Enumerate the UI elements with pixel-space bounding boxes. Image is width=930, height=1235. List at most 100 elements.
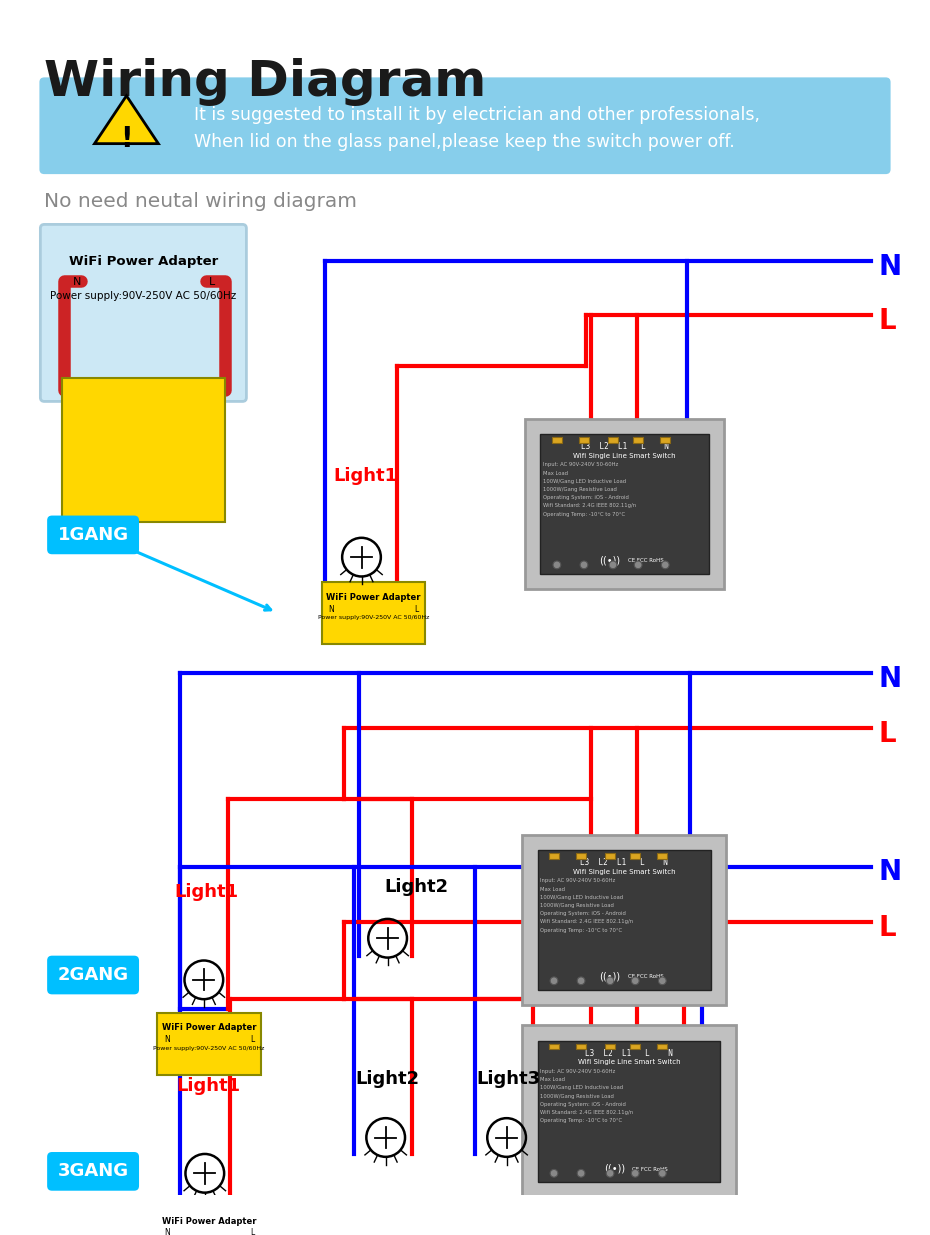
- Bar: [605, 853, 615, 858]
- Text: Light3: Light3: [476, 1070, 540, 1088]
- Circle shape: [661, 561, 669, 569]
- Bar: [552, 437, 562, 443]
- FancyBboxPatch shape: [47, 956, 139, 994]
- Text: Operating Temp: -10°C to 70°C: Operating Temp: -10°C to 70°C: [540, 927, 622, 932]
- Text: N: N: [879, 858, 902, 887]
- FancyBboxPatch shape: [522, 835, 726, 1005]
- FancyBboxPatch shape: [157, 1013, 261, 1074]
- Text: 1GANG: 1GANG: [58, 526, 128, 543]
- Bar: [631, 853, 640, 858]
- Text: Input: AC 90V-240V 50-60Hz: Input: AC 90V-240V 50-60Hz: [540, 1068, 616, 1074]
- Circle shape: [609, 561, 617, 569]
- Bar: [658, 853, 667, 858]
- Text: WiFi Power Adapter: WiFi Power Adapter: [162, 1216, 257, 1226]
- Text: 1000W/Gang Resistive Load: 1000W/Gang Resistive Load: [540, 1093, 615, 1098]
- Text: N: N: [879, 253, 902, 282]
- FancyBboxPatch shape: [47, 1152, 139, 1191]
- Text: Wiring Diagram: Wiring Diagram: [45, 58, 486, 106]
- Text: ((•)): ((•)): [599, 971, 620, 981]
- Text: Operating Temp: -10°C to 70°C: Operating Temp: -10°C to 70°C: [540, 1118, 622, 1123]
- Text: Wifi Single Line Smart Switch: Wifi Single Line Smart Switch: [573, 453, 676, 458]
- FancyBboxPatch shape: [47, 515, 139, 555]
- Text: Wifi Standard: 2.4G IEEE 802.11g/n: Wifi Standard: 2.4G IEEE 802.11g/n: [540, 919, 633, 924]
- Circle shape: [578, 977, 585, 984]
- FancyBboxPatch shape: [157, 1207, 261, 1235]
- Text: 3GANG: 3GANG: [58, 1162, 128, 1181]
- FancyBboxPatch shape: [538, 1041, 721, 1182]
- FancyBboxPatch shape: [540, 435, 709, 573]
- Text: L: L: [250, 1229, 254, 1235]
- Text: Operating System: iOS - Android: Operating System: iOS - Android: [543, 495, 630, 500]
- Text: Light1: Light1: [177, 1077, 241, 1094]
- Text: Power supply:90V-250V AC 50/60Hz: Power supply:90V-250V AC 50/60Hz: [318, 615, 430, 620]
- Bar: [660, 437, 670, 443]
- Circle shape: [631, 977, 639, 984]
- FancyBboxPatch shape: [522, 1025, 736, 1198]
- Text: Input: AC 90V-240V 50-60Hz: Input: AC 90V-240V 50-60Hz: [543, 462, 618, 467]
- Text: Wifi Single Line Smart Switch: Wifi Single Line Smart Switch: [578, 1060, 680, 1065]
- Text: Wifi Standard: 2.4G IEEE 802.11g/n: Wifi Standard: 2.4G IEEE 802.11g/n: [540, 1110, 633, 1115]
- Text: Power supply:90V-250V AC 50/60Hz: Power supply:90V-250V AC 50/60Hz: [153, 1046, 265, 1051]
- Bar: [631, 1044, 640, 1050]
- Bar: [658, 1044, 667, 1050]
- Bar: [577, 1044, 586, 1050]
- Text: Light2: Light2: [355, 1070, 419, 1088]
- Text: L: L: [415, 605, 419, 614]
- FancyBboxPatch shape: [538, 850, 711, 989]
- Text: Wifi Standard: 2.4G IEEE 802.11g/n: Wifi Standard: 2.4G IEEE 802.11g/n: [543, 504, 636, 509]
- Circle shape: [634, 561, 642, 569]
- FancyBboxPatch shape: [39, 78, 891, 174]
- Text: ((•)): ((•)): [600, 556, 620, 566]
- Text: L3  L2  L1   L    N: L3 L2 L1 L N: [580, 858, 668, 867]
- Bar: [608, 437, 618, 443]
- Text: L: L: [209, 277, 216, 287]
- Circle shape: [580, 561, 588, 569]
- Text: L: L: [879, 308, 897, 335]
- Circle shape: [658, 977, 666, 984]
- Text: Operating System: iOS - Android: Operating System: iOS - Android: [540, 1102, 626, 1107]
- Text: Light2: Light2: [385, 878, 448, 897]
- Text: Power supply:90V-250V AC 50/60Hz: Power supply:90V-250V AC 50/60Hz: [50, 291, 236, 301]
- Polygon shape: [95, 96, 158, 143]
- Text: WiFi Power Adapter: WiFi Power Adapter: [69, 256, 218, 268]
- Text: WiFi Power Adapter: WiFi Power Adapter: [326, 593, 421, 601]
- Text: 1000W/Gang Resistive Load: 1000W/Gang Resistive Load: [540, 903, 615, 908]
- Text: Light1: Light1: [175, 883, 239, 902]
- Text: WiFi Power Adapter: WiFi Power Adapter: [162, 1024, 257, 1032]
- Text: 100W/Gang LED Inductive Load: 100W/Gang LED Inductive Load: [540, 894, 624, 900]
- Text: CE FCC RoHS: CE FCC RoHS: [632, 1167, 668, 1172]
- Text: It is suggested to install it by electrician and other professionals,: It is suggested to install it by electri…: [194, 106, 760, 125]
- Text: N: N: [73, 277, 82, 287]
- Text: L3  L2  L1   L    N: L3 L2 L1 L N: [580, 442, 669, 451]
- Text: 100W/Gang LED Inductive Load: 100W/Gang LED Inductive Load: [543, 479, 627, 484]
- Text: No need neutal wiring diagram: No need neutal wiring diagram: [45, 191, 357, 210]
- Circle shape: [578, 1170, 585, 1177]
- Text: L: L: [250, 1035, 254, 1044]
- Text: N: N: [879, 664, 902, 693]
- Text: CE FCC RoHS: CE FCC RoHS: [628, 974, 663, 979]
- Circle shape: [606, 977, 614, 984]
- Text: N: N: [328, 605, 335, 614]
- FancyBboxPatch shape: [40, 225, 246, 401]
- Text: !: !: [120, 125, 133, 153]
- Text: CE FCC RoHS: CE FCC RoHS: [628, 558, 664, 563]
- Text: Max Load: Max Load: [540, 1077, 565, 1082]
- Text: N: N: [165, 1035, 170, 1044]
- Circle shape: [658, 1170, 666, 1177]
- Text: 2GANG: 2GANG: [58, 966, 128, 984]
- Circle shape: [553, 561, 561, 569]
- Text: 1000W/Gang Resistive Load: 1000W/Gang Resistive Load: [543, 487, 618, 492]
- FancyBboxPatch shape: [322, 582, 425, 645]
- Bar: [549, 853, 559, 858]
- Text: Operating System: iOS - Android: Operating System: iOS - Android: [540, 911, 626, 916]
- Text: Light1: Light1: [333, 467, 397, 485]
- Circle shape: [551, 977, 558, 984]
- Text: Max Load: Max Load: [543, 471, 568, 475]
- Text: Operating Temp: -10°C to 70°C: Operating Temp: -10°C to 70°C: [543, 511, 626, 516]
- Text: N: N: [165, 1229, 170, 1235]
- Bar: [577, 853, 586, 858]
- FancyBboxPatch shape: [525, 419, 724, 589]
- Text: L3  L2  L1   L    N: L3 L2 L1 L N: [585, 1049, 673, 1057]
- Text: ((•)): ((•)): [604, 1163, 625, 1173]
- Bar: [579, 437, 589, 443]
